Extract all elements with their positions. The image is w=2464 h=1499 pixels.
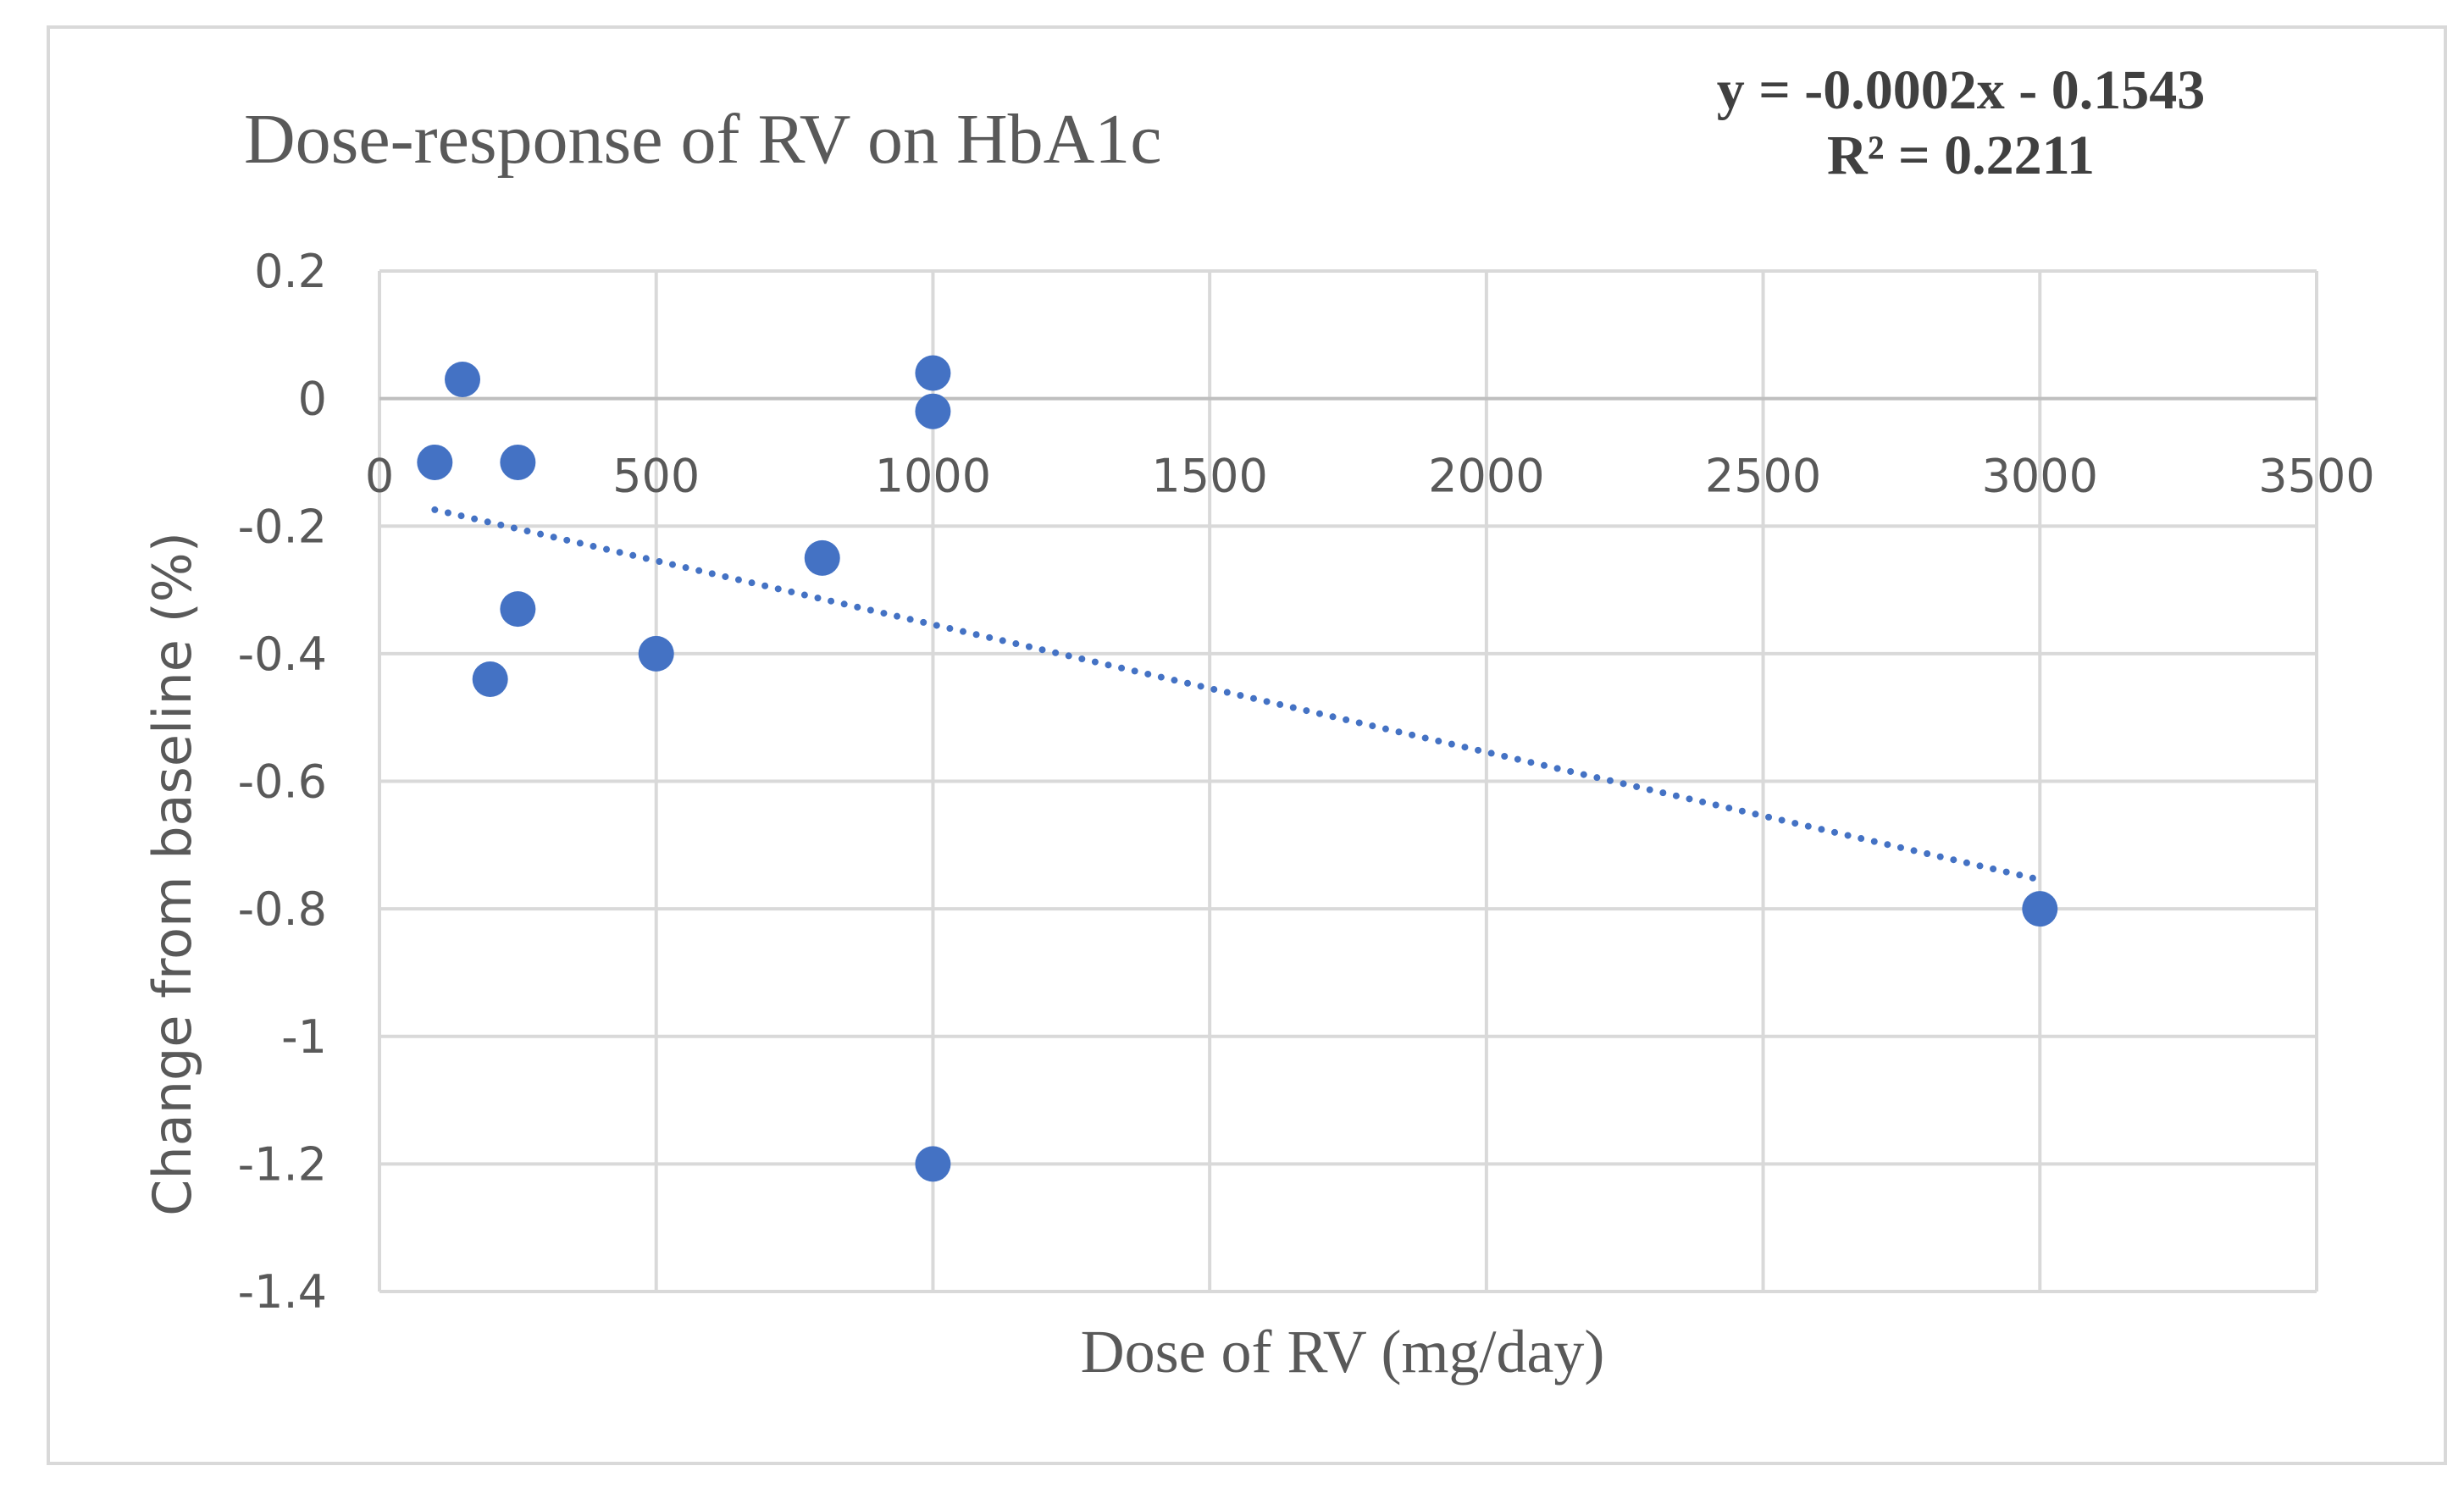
data-point bbox=[445, 362, 481, 398]
data-point bbox=[500, 444, 536, 480]
data-point bbox=[638, 635, 674, 672]
y-tick-label: -1.4 bbox=[238, 1265, 327, 1319]
y-tick-label: -0.8 bbox=[238, 882, 327, 936]
x-tick-label: 1000 bbox=[875, 450, 991, 503]
grid-layer bbox=[378, 269, 2318, 1293]
chart-title: Dose-response of RV on HbA1c bbox=[244, 100, 1162, 179]
x-axis-label: Dose of RV (mg/day) bbox=[1081, 1318, 1605, 1386]
point-layer bbox=[417, 355, 2058, 1182]
y-tick-label: -0.4 bbox=[238, 628, 327, 681]
y-tick-label: -0.6 bbox=[238, 755, 327, 809]
data-point bbox=[915, 355, 951, 391]
trendline-layer bbox=[431, 506, 2044, 883]
y-tick-label: 0.2 bbox=[254, 245, 327, 298]
trendline bbox=[431, 506, 2044, 883]
chart-frame bbox=[47, 25, 2447, 1465]
x-tick-label: 2500 bbox=[1705, 450, 1821, 503]
x-tick-label: 0 bbox=[365, 450, 394, 503]
x-tick-label: 3000 bbox=[1982, 450, 2098, 503]
data-point bbox=[915, 393, 951, 429]
y-tick-label: -0.2 bbox=[238, 500, 327, 553]
data-point bbox=[915, 1146, 951, 1182]
data-point bbox=[500, 591, 536, 628]
x-tick-label: 3500 bbox=[2258, 450, 2374, 503]
y-tick-label: -1.2 bbox=[238, 1137, 327, 1191]
x-tick-label: 1500 bbox=[1151, 450, 1267, 503]
x-tick-label: 500 bbox=[612, 450, 700, 503]
data-point bbox=[804, 539, 840, 576]
y-axis-label: Change from baseline (%) bbox=[141, 532, 203, 1216]
trendline-equation: y = -0.0002x - 0.1543 bbox=[1717, 59, 2206, 121]
y-tick-label: -1 bbox=[281, 1010, 327, 1064]
data-point bbox=[417, 444, 453, 480]
y-tick-label: 0 bbox=[298, 373, 327, 426]
data-point bbox=[2022, 891, 2058, 927]
label-layer: Dose-response of RV on HbA1c y = -0.0002… bbox=[141, 59, 2375, 1386]
x-tick-label: 2000 bbox=[1428, 450, 1544, 503]
data-point bbox=[472, 661, 508, 697]
trendline-r-squared: R² = 0.2211 bbox=[1827, 124, 2095, 186]
